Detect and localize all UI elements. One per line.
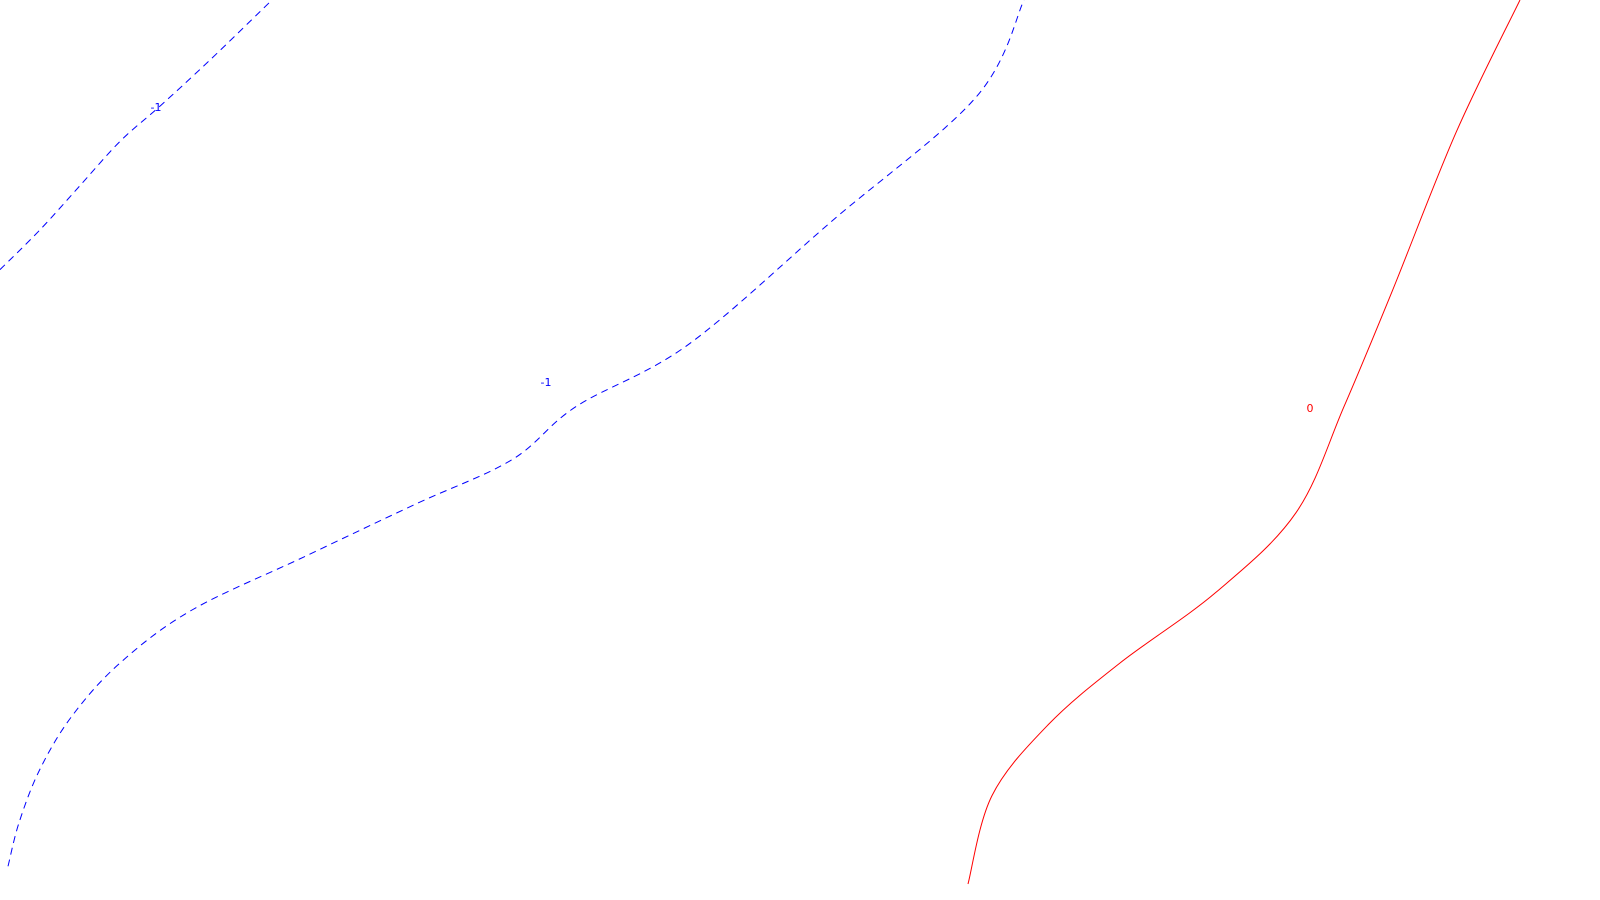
contour-labels: -1 -1 0	[151, 101, 1314, 415]
contour-line-level-neg1-1	[7, 0, 1025, 867]
contour-line-level-0-0	[967, 0, 1521, 885]
contour-lines	[0, 0, 1521, 885]
contour-label-1-0: 0	[1307, 402, 1314, 415]
contour-label-0-0: -1	[151, 101, 162, 114]
contour-label-0-1: -1	[541, 376, 552, 389]
